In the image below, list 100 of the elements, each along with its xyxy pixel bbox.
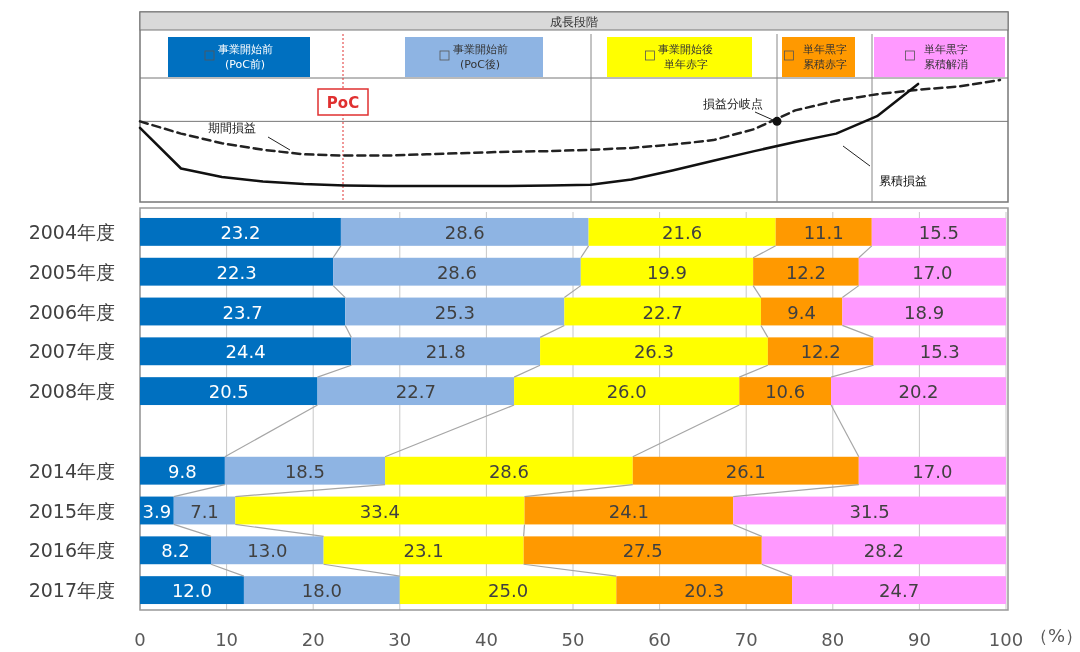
data-label: 12.2 xyxy=(785,261,826,283)
y-tick-label: 2006年度 xyxy=(28,300,115,323)
bar: 27.5 xyxy=(523,536,762,565)
bar: 21.8 xyxy=(351,337,541,366)
data-label: 20.3 xyxy=(684,580,725,602)
x-axis-title: （%） xyxy=(1030,625,1080,646)
bar: 13.0 xyxy=(211,536,324,565)
bar: 18.9 xyxy=(842,297,1006,326)
bar: 10.6 xyxy=(739,377,832,406)
data-label: 24.4 xyxy=(225,341,266,363)
bar: 15.5 xyxy=(871,217,1006,246)
y-tick-label: 2005年度 xyxy=(28,260,115,283)
bar: 26.1 xyxy=(632,456,859,485)
bar: 8.2 xyxy=(140,536,211,565)
bar: 28.6 xyxy=(340,217,589,246)
x-tick-label: 30 xyxy=(388,629,412,650)
data-label: 20.5 xyxy=(208,381,249,403)
data-label: 22.7 xyxy=(642,301,683,323)
data-label: 15.5 xyxy=(918,221,959,243)
data-label: 18.0 xyxy=(301,580,342,602)
legend-label: 事業開始前(PoC後) xyxy=(452,43,508,71)
legend-item: 事業開始前(PoC後) xyxy=(405,37,543,77)
bar: 20.3 xyxy=(616,576,793,605)
data-label: 21.6 xyxy=(662,221,703,243)
legend-label: 単年黒字累積赤字 xyxy=(802,43,847,71)
bar: 22.3 xyxy=(140,257,334,286)
bar: 25.3 xyxy=(345,297,565,326)
data-label: 10.6 xyxy=(765,381,806,403)
data-label: 23.7 xyxy=(222,301,263,323)
data-label: 18.9 xyxy=(904,301,945,323)
bar: 9.4 xyxy=(760,297,843,326)
series-label: 期間損益 xyxy=(208,121,256,135)
bar: 12.2 xyxy=(767,337,874,366)
data-label: 17.0 xyxy=(912,261,953,283)
y-tick-label: 2014年度 xyxy=(28,459,115,482)
data-label: 12.0 xyxy=(171,580,212,602)
legend-item: 単年黒字累積解消 xyxy=(874,37,1005,77)
data-label: 20.2 xyxy=(898,381,939,403)
data-label: 26.0 xyxy=(606,381,647,403)
legend-label: 単年黒字累積解消 xyxy=(923,43,968,71)
bar: 31.5 xyxy=(733,496,1006,525)
data-label: 26.1 xyxy=(725,460,766,482)
bar: 22.7 xyxy=(317,377,515,406)
y-tick-label: 2016年度 xyxy=(28,539,115,562)
bar: 15.3 xyxy=(873,337,1006,366)
bar: 19.9 xyxy=(580,257,754,286)
x-tick-label: 60 xyxy=(648,629,672,650)
data-label: 23.2 xyxy=(220,221,261,243)
data-label: 18.5 xyxy=(284,460,326,482)
bar: 21.6 xyxy=(588,217,776,246)
data-label: 26.3 xyxy=(633,341,675,363)
bar: 22.7 xyxy=(564,297,761,326)
data-label: 8.2 xyxy=(161,540,190,562)
x-tick-label: 40 xyxy=(474,629,498,650)
data-label: 22.3 xyxy=(216,261,257,283)
bar: 26.0 xyxy=(514,377,740,406)
data-label: 28.2 xyxy=(863,540,904,562)
x-tick-label: 10 xyxy=(215,629,239,650)
data-label: 15.3 xyxy=(919,341,960,363)
bar: 3.9 xyxy=(140,496,174,525)
data-label: 9.8 xyxy=(168,460,197,482)
legend-item: 事業開始前(PoC前) xyxy=(168,37,310,77)
bar: 28.2 xyxy=(761,536,1006,565)
bar: 9.8 xyxy=(140,456,225,485)
x-tick-label: 80 xyxy=(821,629,845,650)
data-label: 22.7 xyxy=(395,381,436,403)
x-tick-label: 70 xyxy=(734,629,758,650)
data-label: 31.5 xyxy=(849,500,890,522)
bar: 26.3 xyxy=(540,337,768,366)
y-tick-label: 2015年度 xyxy=(28,499,115,522)
bar: 18.5 xyxy=(224,456,386,485)
data-label: 28.6 xyxy=(444,221,485,243)
bar: 17.0 xyxy=(858,257,1006,286)
bar: 33.4 xyxy=(235,496,525,525)
y-tick-label: 2017年度 xyxy=(28,579,115,602)
bar: 25.0 xyxy=(399,576,617,605)
bar: 28.6 xyxy=(333,257,581,286)
y-tick-label: 2004年度 xyxy=(28,220,115,243)
legend-label: 事業開始前(PoC前) xyxy=(217,43,273,71)
bar: 17.0 xyxy=(858,456,1006,485)
y-tick-label: 2007年度 xyxy=(28,340,115,363)
data-label: 25.3 xyxy=(434,301,475,323)
bar: 28.6 xyxy=(385,456,633,485)
x-tick-label: 50 xyxy=(561,629,585,650)
bar: 23.7 xyxy=(140,297,346,326)
bar: 20.5 xyxy=(140,377,318,406)
bar: 18.0 xyxy=(243,576,400,605)
legend-label: 事業開始後単年赤字 xyxy=(658,43,713,71)
bar: 24.1 xyxy=(524,496,734,525)
data-label: 24.1 xyxy=(608,500,649,522)
bar: 24.4 xyxy=(140,337,352,366)
data-label: 25.0 xyxy=(488,580,529,602)
x-tick-label: 90 xyxy=(907,629,931,650)
bar: 7.1 xyxy=(173,496,236,525)
legend-item: 単年黒字累積赤字 xyxy=(782,37,855,77)
data-label: 28.6 xyxy=(436,261,477,283)
legend-item: 事業開始後単年赤字 xyxy=(607,37,752,77)
bar: 24.7 xyxy=(792,576,1006,605)
data-label: 23.1 xyxy=(403,540,444,562)
bar: 12.2 xyxy=(753,257,859,286)
